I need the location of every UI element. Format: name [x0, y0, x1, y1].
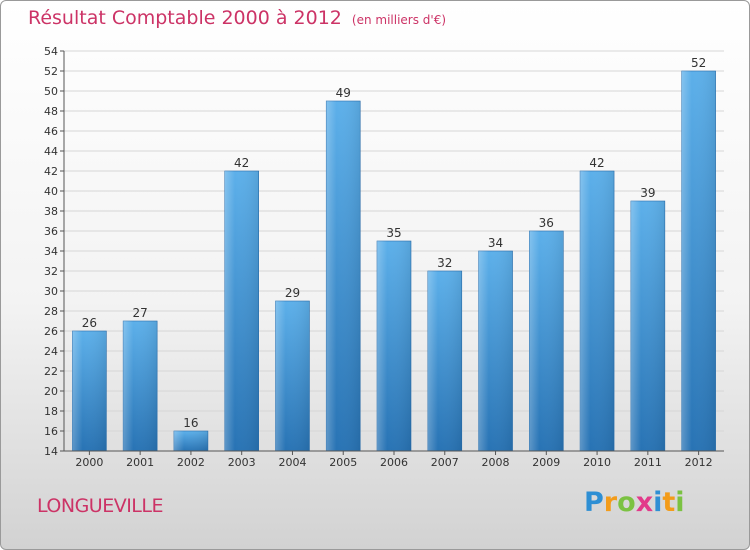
bars: 26 27 16 42 29 49 35 32 34 36 42 39 52 — [72, 56, 716, 452]
y-tick-label: 50 — [44, 85, 58, 98]
logo-letter: P — [584, 487, 604, 518]
x-tick-label-2011: 2011 — [634, 456, 662, 469]
logo-letter: r — [603, 487, 618, 518]
bar-shine — [529, 231, 564, 451]
proxiti-logo: Proxiti — [584, 487, 685, 518]
x-tick-label-2007: 2007 — [431, 456, 459, 469]
x-tick-label-2009: 2009 — [532, 456, 560, 469]
y-tick-label: 18 — [44, 405, 58, 418]
data-label-2001: 27 — [133, 306, 148, 320]
x-tick-label-2000: 2000 — [75, 456, 103, 469]
data-label-2006: 35 — [386, 226, 401, 240]
data-label-2010: 42 — [589, 156, 604, 170]
data-label-2003: 42 — [234, 156, 249, 170]
y-tick-label: 42 — [44, 165, 58, 178]
x-tick-label-2003: 2003 — [228, 456, 256, 469]
bar-shine — [173, 431, 208, 451]
logo-letter: i — [675, 487, 685, 518]
x-tick-label-2006: 2006 — [380, 456, 408, 469]
bar-shine — [427, 271, 462, 451]
data-label-2011: 39 — [640, 186, 655, 200]
data-label-2004: 29 — [285, 286, 300, 300]
y-tick-label: 30 — [44, 285, 58, 298]
x-tick-label-2005: 2005 — [329, 456, 357, 469]
y-tick-label: 28 — [44, 305, 58, 318]
x-tick-label-2002: 2002 — [177, 456, 205, 469]
bar-shine — [478, 251, 513, 451]
y-tick-label: 20 — [44, 385, 58, 398]
y-tick-label: 38 — [44, 205, 58, 218]
x-tick-label-2001: 2001 — [126, 456, 154, 469]
axes: 14 16 18 20 22 24 26 28 30 32 34 36 38 40 42 44 46 48 50 52… — [44, 45, 724, 469]
chart-title: Résultat Comptable 2000 à 2012 (en millie… — [28, 7, 446, 29]
bar-shine — [630, 201, 665, 451]
bar-shine — [224, 171, 259, 451]
x-tick-label-2010: 2010 — [583, 456, 611, 469]
bar-shine — [580, 171, 615, 451]
data-label-2012: 52 — [691, 56, 706, 70]
data-label-2000: 26 — [82, 316, 97, 330]
y-tick-label: 22 — [44, 365, 58, 378]
x-tick-label-2004: 2004 — [278, 456, 306, 469]
y-tick-label: 14 — [44, 445, 58, 458]
chart-title-text: Résultat Comptable 2000 à 2012 — [28, 7, 342, 29]
y-tick-label: 40 — [44, 185, 58, 198]
x-tick-label-2008: 2008 — [482, 456, 510, 469]
bar-shine — [377, 241, 411, 451]
y-tick-label: 52 — [44, 65, 58, 78]
bar-shine — [326, 101, 361, 451]
y-tick-label: 32 — [44, 265, 58, 278]
data-label-2008: 34 — [488, 236, 503, 250]
y-tick-label: 36 — [44, 225, 58, 238]
bar-shine — [275, 301, 310, 451]
y-tick-label: 16 — [44, 425, 58, 438]
bar-shine — [123, 321, 158, 451]
data-label-2009: 36 — [539, 216, 554, 230]
y-tick-label: 24 — [44, 345, 58, 358]
data-label-2005: 49 — [336, 86, 351, 100]
y-tick-label: 26 — [44, 325, 58, 338]
y-tick-label: 34 — [44, 245, 58, 258]
bar-shine — [72, 331, 107, 451]
x-tick-label-2012: 2012 — [685, 456, 713, 469]
data-label-2002: 16 — [183, 416, 198, 430]
logo-letter: i — [653, 487, 663, 518]
data-label-2007: 32 — [437, 256, 452, 270]
location-label: LONGUEVILLE — [37, 495, 164, 517]
chart-subtitle: (en milliers d'€) — [351, 13, 447, 27]
y-tick-label: 48 — [44, 105, 58, 118]
y-tick-label: 54 — [44, 45, 58, 58]
bar-shine — [681, 71, 716, 451]
y-tick-label: 46 — [44, 125, 58, 138]
logo-letter: x — [635, 487, 654, 518]
y-tick-label: 44 — [44, 145, 58, 158]
logo-letter: t — [662, 487, 676, 518]
logo-letter: o — [617, 487, 636, 518]
